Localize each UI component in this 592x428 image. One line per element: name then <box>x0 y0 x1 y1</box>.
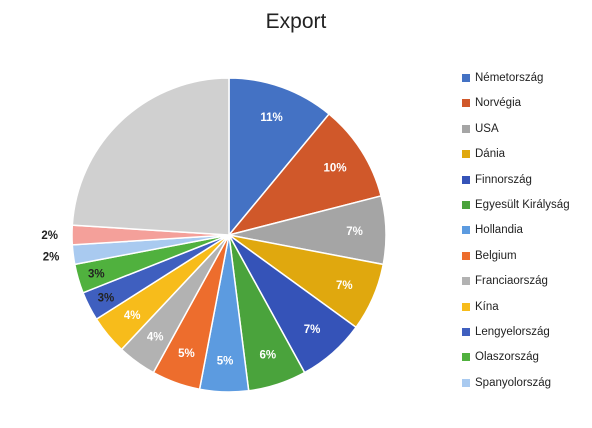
legend-swatch <box>462 353 470 362</box>
slice-data-label: 7% <box>304 324 321 336</box>
legend-label: Egyesült Királyság <box>475 199 570 211</box>
legend-label: Dánia <box>475 148 506 161</box>
legend-item: Egyesült Királyság <box>462 197 570 213</box>
pie-slice <box>71 77 230 236</box>
legend-item: USA <box>462 121 499 137</box>
legend-swatch <box>462 378 470 387</box>
legend-item: Dánia <box>462 146 505 162</box>
legend-label: Lengyelország <box>475 326 550 338</box>
legend-label: Németország <box>475 72 544 84</box>
legend-item: Finnország <box>462 172 532 188</box>
legend-label: USA <box>475 122 499 135</box>
legend-label: Kína <box>475 300 499 313</box>
legend-swatch <box>462 277 470 286</box>
legend-swatch <box>462 175 470 184</box>
slice-data-label: 7% <box>336 280 353 292</box>
legend-item: Olaszország <box>462 349 539 365</box>
slice-data-label: 2% <box>41 230 58 242</box>
legend-swatch <box>462 328 470 336</box>
legend-item: Kína <box>462 299 499 315</box>
slice-data-label: 2% <box>43 251 60 263</box>
legend-item: Franciaország <box>462 273 548 289</box>
legend-label: Norvégia <box>475 97 522 110</box>
slice-data-label: 4% <box>147 332 164 344</box>
slice-data-label: 6% <box>260 349 277 361</box>
legend-swatch <box>462 99 470 108</box>
slice-data-label: 11% <box>260 112 282 124</box>
legend-swatch <box>462 226 470 235</box>
slice-data-label: 3% <box>88 269 105 281</box>
legend-item: Hollandia <box>462 222 523 238</box>
legend-label: Franciaország <box>475 275 548 288</box>
legend-item: Lengyelország <box>462 324 550 340</box>
slice-data-label: 4% <box>124 310 141 322</box>
legend-swatch <box>462 74 470 82</box>
pie-slice <box>226 112 382 237</box>
slice-data-label: 5% <box>217 356 234 368</box>
legend-swatch <box>462 302 470 311</box>
slice-data-label: 7% <box>346 226 363 238</box>
legend-swatch <box>462 150 470 159</box>
legend-swatch <box>462 124 470 133</box>
legend-swatch <box>462 201 470 209</box>
slice-data-label: 5% <box>178 348 195 360</box>
legend-item: Spanyolország <box>462 375 551 391</box>
legend-item: Németország <box>462 70 543 86</box>
chart-title: Export <box>265 10 327 33</box>
legend-label: Belgium <box>475 249 517 262</box>
legend-item: Norvégia <box>462 95 521 111</box>
legend-label: Hollandia <box>475 224 523 237</box>
legend-label: Finnország <box>475 173 532 186</box>
legend-item: Belgium <box>462 248 517 264</box>
legend-label: Olaszország <box>475 351 539 364</box>
pie-slice <box>228 77 331 238</box>
legend-swatch <box>462 251 470 260</box>
legend-label: Spanyolország <box>475 376 552 389</box>
slice-data-label: 3% <box>98 293 115 305</box>
slice-data-label: 10% <box>324 163 347 175</box>
